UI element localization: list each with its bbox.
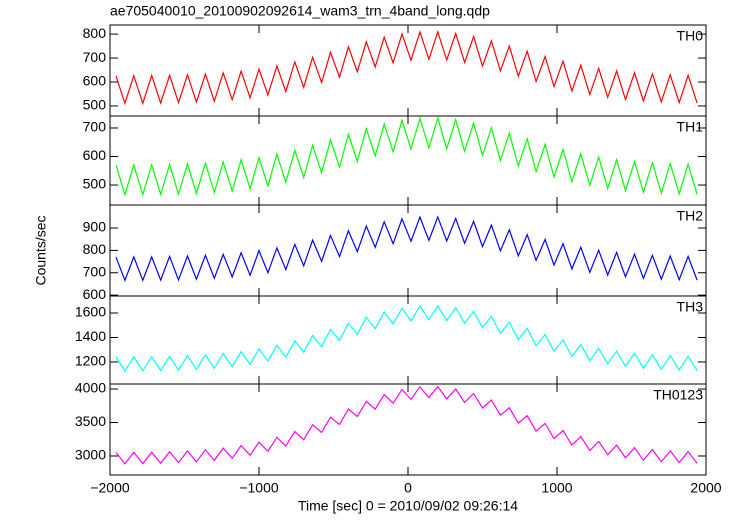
y-axis-label: Counts/sec <box>33 215 49 285</box>
y-tick-label: 600 <box>83 286 107 302</box>
y-tick-label: 800 <box>83 241 107 257</box>
data-line <box>115 115 698 197</box>
series-label: TH1 <box>677 119 704 135</box>
data-line <box>115 215 698 282</box>
y-tick-label: 700 <box>83 49 107 65</box>
y-tick-label: 600 <box>83 147 107 163</box>
y-tick-label: 1600 <box>75 304 106 320</box>
chart-title: ae705040010_20100902092614_wam3_trn_4ban… <box>110 3 490 19</box>
y-tick-label: 500 <box>83 176 107 192</box>
x-tick-label: 2000 <box>690 480 721 496</box>
panel-frame <box>109 204 707 297</box>
y-tick-label: 3000 <box>75 447 106 463</box>
data-line <box>115 385 698 465</box>
y-tick-label: 1200 <box>75 353 106 369</box>
y-tick-label: 3500 <box>75 413 106 429</box>
panel-frame <box>109 295 707 385</box>
y-tick-label: 900 <box>83 219 107 235</box>
y-tick-label: 1400 <box>75 328 106 344</box>
x-tick-label: −1000 <box>239 480 279 496</box>
data-line <box>115 29 698 106</box>
data-line <box>115 304 698 373</box>
y-tick-label: 800 <box>83 25 107 41</box>
x-tick-label: 0 <box>404 480 412 496</box>
y-tick-label: 700 <box>83 263 107 279</box>
y-tick-label: 700 <box>83 119 107 135</box>
y-tick-label: 500 <box>83 97 107 113</box>
x-axis-label: Time [sec] 0 = 2010/09/02 09:26:14 <box>298 498 518 514</box>
panel-frame <box>109 383 707 476</box>
series-label: TH0 <box>677 28 704 44</box>
series-label: TH2 <box>677 208 704 224</box>
series-label: TH3 <box>677 299 704 315</box>
x-tick-label: 1000 <box>541 480 572 496</box>
series-label: TH0123 <box>653 387 703 403</box>
x-tick-label: −2000 <box>90 480 130 496</box>
y-tick-label: 600 <box>83 73 107 89</box>
y-tick-label: 4000 <box>75 380 106 396</box>
